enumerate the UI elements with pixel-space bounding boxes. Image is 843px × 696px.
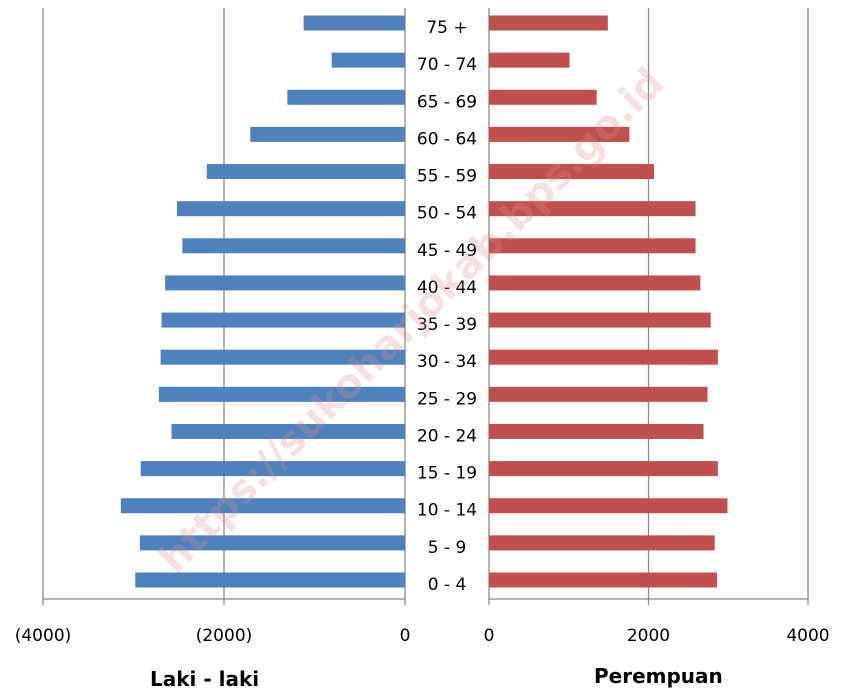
female-bar — [489, 89, 597, 105]
female-bar — [489, 386, 708, 402]
male-axis-tick-label: 0 — [400, 626, 411, 646]
male-bar — [139, 535, 405, 551]
female-bar — [489, 201, 696, 217]
female-bar — [489, 238, 696, 254]
female-axis-tick-label: 0 — [484, 626, 495, 646]
male-axis-tick-label: (4000) — [15, 626, 72, 646]
female-bar — [489, 572, 718, 588]
female-bar — [489, 275, 701, 291]
age-group-label: 35 - 39 — [417, 315, 477, 335]
male-axis-title: Laki - laki — [150, 667, 260, 691]
male-bar — [250, 126, 405, 142]
male-bar — [303, 15, 405, 31]
female-bar — [489, 461, 718, 477]
age-group-label: 5 - 9 — [428, 538, 467, 558]
age-group-label: 65 - 69 — [417, 92, 477, 112]
age-group-label: 70 - 74 — [417, 55, 477, 75]
male-bar — [135, 572, 405, 588]
female-bar — [489, 312, 711, 328]
male-bar — [165, 275, 405, 291]
female-axis-tick-label: 2000 — [627, 626, 670, 646]
female-bar — [489, 498, 728, 514]
male-bar — [158, 386, 405, 402]
age-group-label: 20 - 24 — [417, 426, 477, 446]
age-group-label: 60 - 64 — [417, 129, 477, 149]
female-bar — [489, 349, 718, 365]
male-bar — [140, 461, 406, 477]
female-bar — [489, 535, 715, 551]
age-group-labels: 0 - 4 5 - 9 10 - 14 15 - 19 20 - 24 25 - 29 30… — [417, 18, 477, 595]
female-bar — [489, 15, 608, 31]
female-bar — [489, 423, 704, 439]
male-bars — [120, 15, 406, 588]
age-group-label: 25 - 29 — [417, 389, 477, 409]
female-bars — [489, 15, 728, 588]
age-group-label: 45 - 49 — [417, 241, 477, 261]
female-bar — [489, 126, 630, 142]
age-group-label: 15 - 19 — [417, 464, 477, 484]
age-group-label: 50 - 54 — [417, 204, 477, 224]
age-group-label: 40 - 44 — [417, 278, 477, 298]
age-group-label: 75 + — [426, 18, 467, 38]
female-bar — [489, 164, 655, 180]
age-group-label: 55 - 59 — [417, 167, 477, 187]
male-bar — [160, 349, 405, 365]
age-group-label: 30 - 34 — [417, 352, 477, 372]
tick-labels: (4000) (2000) 0 0 2000 4000 — [15, 626, 830, 646]
male-bar — [182, 238, 405, 254]
male-bar — [120, 498, 405, 514]
female-bar — [489, 52, 570, 68]
male-bar — [206, 164, 405, 180]
male-axis-tick-label: (2000) — [196, 626, 253, 646]
age-group-label: 10 - 14 — [417, 501, 477, 521]
female-axis-tick-label: 4000 — [786, 626, 829, 646]
male-bar — [176, 201, 405, 217]
male-bar — [171, 423, 405, 439]
age-group-label: 0 - 4 — [428, 575, 467, 595]
male-bar — [161, 312, 405, 328]
female-axis-title: Perempuan — [594, 664, 723, 688]
gridlines — [42, 8, 809, 605]
male-bar — [331, 52, 405, 68]
male-bar — [287, 89, 405, 105]
